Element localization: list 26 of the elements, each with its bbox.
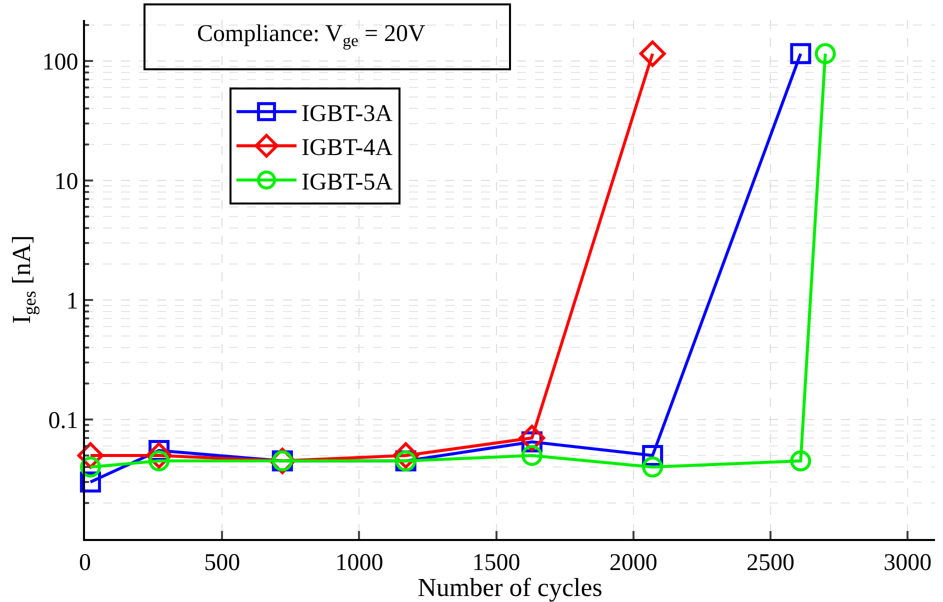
y-tick-label: 10	[54, 168, 78, 195]
x-tick-label: 1000	[335, 550, 384, 576]
chart-title: Compliance: V$_{ge}$ = 20V	[197, 20, 426, 50]
x-axis-title: Number of cycles	[418, 573, 602, 602]
point	[77, 442, 104, 469]
x-tick-label: 2500	[746, 550, 794, 576]
point	[642, 456, 664, 478]
legend-label: IGBT-3A	[302, 100, 394, 127]
x-tick-label: 1500	[472, 550, 520, 576]
x-tick-label: 2000	[609, 550, 658, 576]
point	[80, 471, 101, 492]
legend-label: IGBT-5A	[302, 169, 394, 196]
y-tick-label: 1	[66, 288, 78, 314]
x-tick-label: 0	[79, 550, 91, 576]
legend-label: IGBT-4A	[302, 135, 394, 162]
point	[80, 456, 101, 478]
point	[518, 424, 546, 452]
x-tick-label: 500	[204, 550, 240, 576]
y-tick-label: 100	[42, 49, 78, 76]
point	[814, 43, 836, 64]
y-tick-label: 0.1	[48, 408, 78, 434]
point	[790, 43, 812, 64]
point	[521, 444, 542, 466]
x-tick-label: 3000	[884, 550, 932, 576]
point	[790, 450, 812, 472]
point	[639, 40, 666, 67]
